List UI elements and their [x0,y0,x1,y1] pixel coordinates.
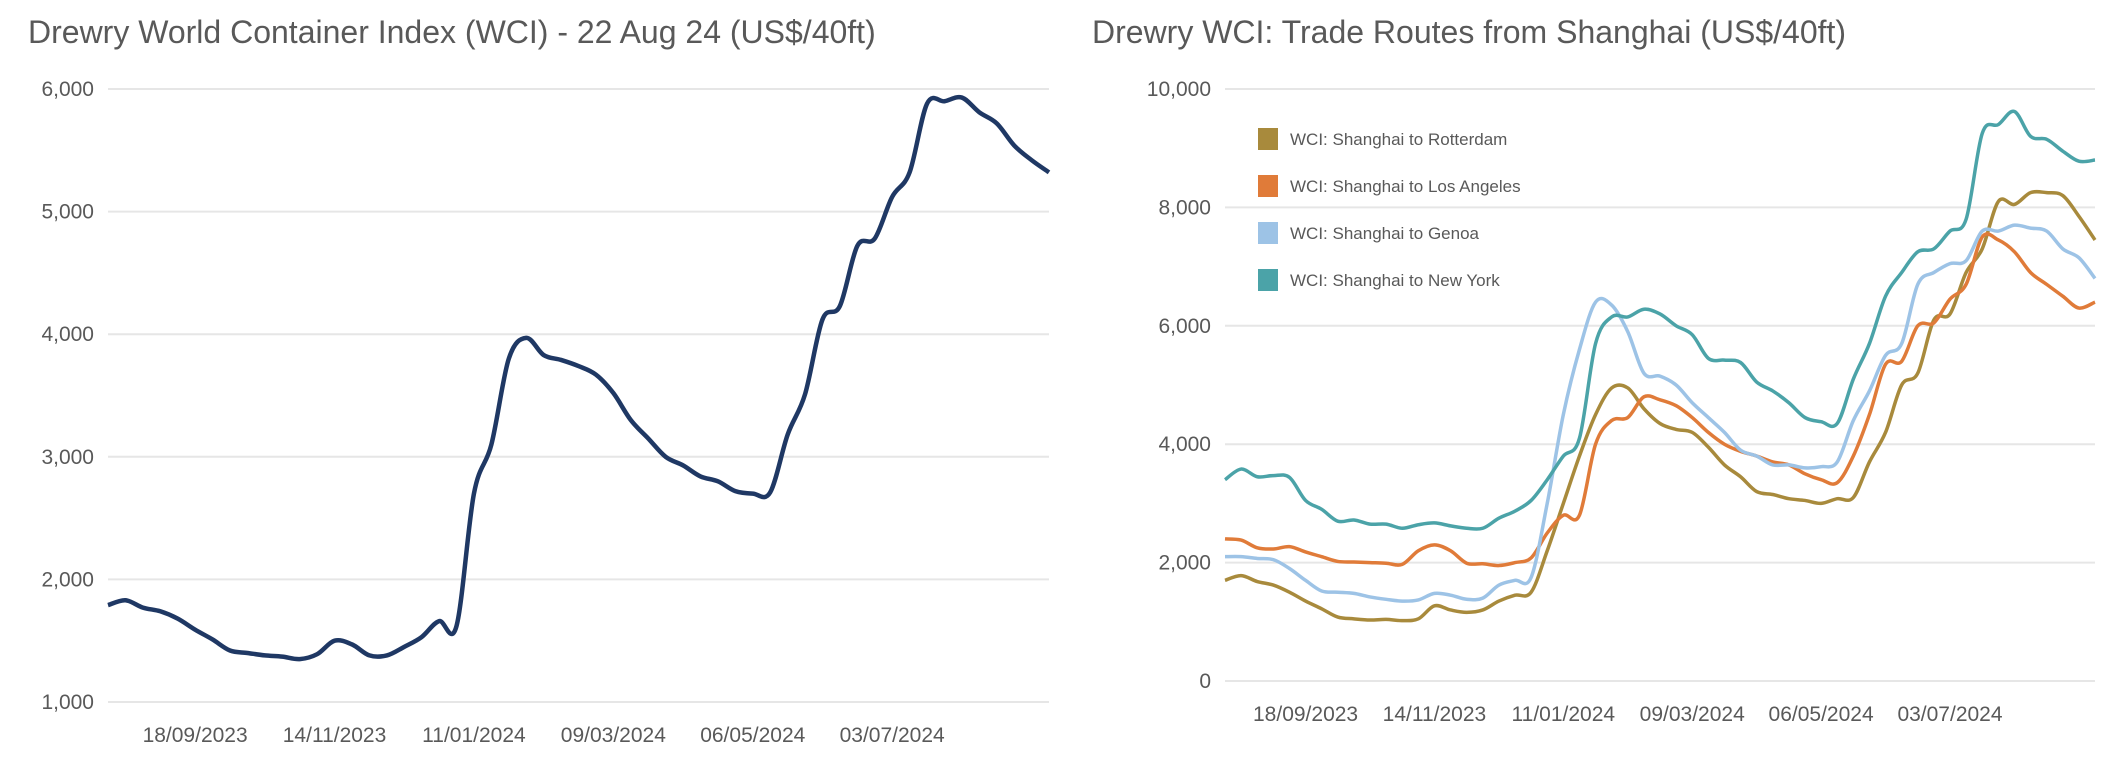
legend-swatch [1258,128,1278,150]
legend-swatch [1258,269,1278,291]
x-tick-label: 18/09/2023 [1253,703,1358,726]
series-line-1 [1224,232,2096,568]
y-tick-label: 5,000 [41,201,94,224]
y-tick-label: 3,000 [41,446,94,469]
y-tick-label: 2,000 [1158,552,1211,575]
x-tick-label: 03/07/2024 [840,724,945,747]
series-line-3 [1223,109,2096,531]
y-tick-label: 6,000 [1158,315,1211,338]
x-tick-label: 14/11/2023 [283,724,387,747]
y-tick-label: 2,000 [41,568,94,591]
x-tick-label: 11/01/2024 [422,724,526,747]
y-tick-label: 0 [1199,670,1211,693]
x-tick-label: 11/01/2024 [1512,703,1616,726]
y-tick-label: 4,000 [41,323,94,346]
y-tick-label: 1,000 [41,691,94,714]
chart-title-trade-routes: Drewry WCI: Trade Routes from Shanghai (… [1092,14,1847,50]
legend-swatch [1258,175,1278,197]
y-tick-label: 10,000 [1147,78,1211,101]
x-tick-label: 09/03/2024 [561,724,666,747]
series-line-0 [1224,189,2097,623]
y-tick-label: 4,000 [1158,433,1211,456]
series-line-0 [107,94,1051,662]
x-tick-label: 03/07/2024 [1897,703,2002,726]
x-tick-label: 06/05/2024 [700,724,805,747]
legend-label: WCI: Shanghai to New York [1290,271,1500,290]
y-tick-label: 6,000 [41,78,94,101]
x-tick-label: 18/09/2023 [143,724,248,747]
legend-label: WCI: Shanghai to Rotterdam [1290,130,1507,149]
series-line-2 [1224,223,2097,603]
x-tick-label: 06/05/2024 [1769,703,1874,726]
legend-label: WCI: Shanghai to Los Angeles [1290,177,1521,196]
x-tick-label: 14/11/2023 [1383,703,1487,726]
x-tick-label: 09/03/2024 [1640,703,1745,726]
y-tick-label: 8,000 [1158,196,1211,219]
legend-swatch [1258,222,1278,244]
wci-composite-chart: 1,000 2,000 3,000 4,000 5,000 6,000 18/09/2023… [41,78,1051,747]
legend-label: WCI: Shanghai to Genoa [1290,224,1480,243]
chart-title-wci: Drewry World Container Index (WCI) - 22 … [28,14,876,50]
